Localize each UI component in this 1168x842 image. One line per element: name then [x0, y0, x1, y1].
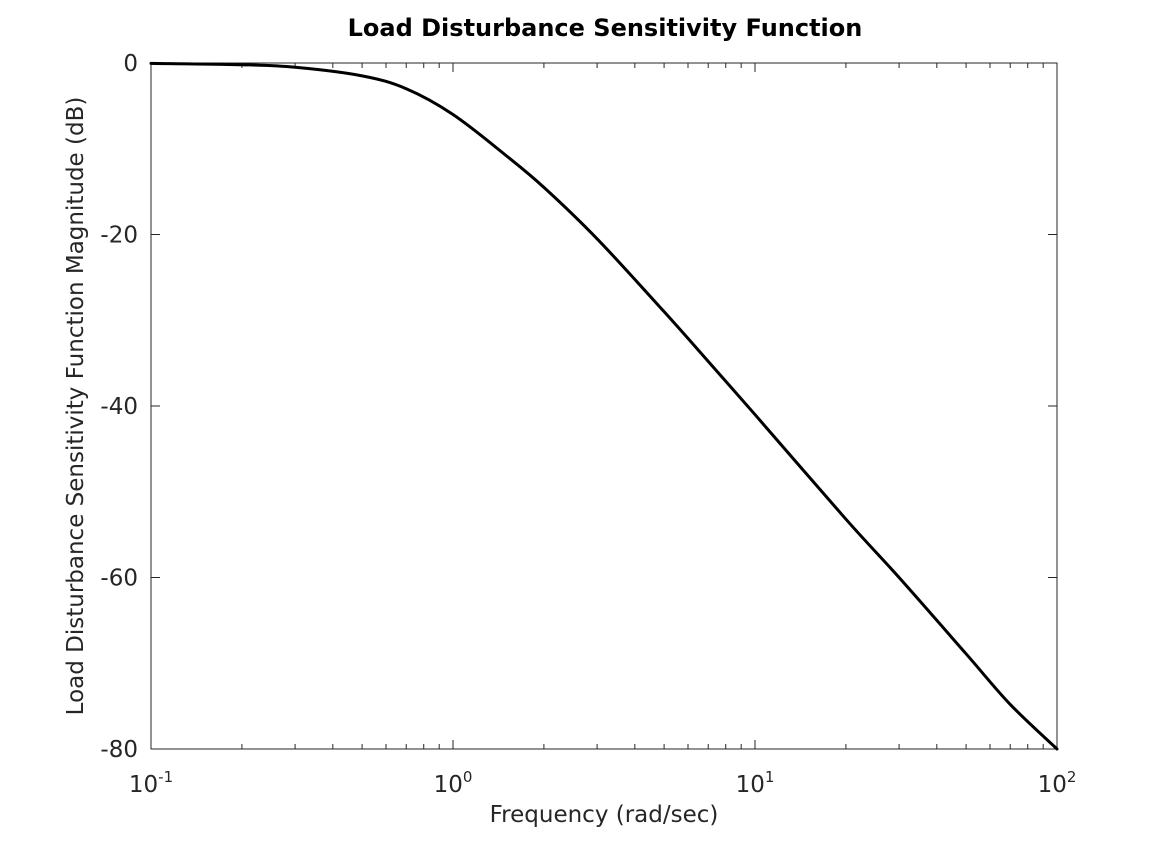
x-tick-label: 10-1	[129, 768, 173, 798]
x-tick-label: 102	[1038, 768, 1077, 798]
x-tick-label: 101	[736, 768, 775, 798]
y-axis-label: Load Disturbance Sensitivity Function Ma…	[63, 97, 89, 716]
x-tick-exponent: 1	[765, 768, 775, 786]
y-tick-label: -40	[100, 394, 138, 420]
x-tick-base: 10	[129, 772, 158, 798]
x-axis-label: Frequency (rad/sec)	[490, 802, 719, 828]
y-tick-label: 0	[123, 51, 138, 77]
x-tick-label: 100	[434, 768, 473, 798]
x-tick-exponent: 0	[463, 768, 473, 786]
x-tick-exponent: -1	[158, 768, 173, 786]
chart-title: Load Disturbance Sensitivity Function	[348, 14, 863, 42]
sensitivity-magnitude-line	[149, 61, 1059, 751]
plot-frame	[150, 62, 1058, 750]
y-tick-label: -80	[100, 737, 138, 763]
x-tick-base: 10	[1038, 772, 1067, 798]
y-tick-label: -60	[100, 566, 138, 592]
x-tick-base: 10	[736, 772, 765, 798]
axis-ticks	[150, 62, 1058, 750]
y-tick-label: -20	[100, 223, 138, 249]
x-tick-exponent: 2	[1067, 768, 1077, 786]
x-tick-labels: 10-1 100 101 102	[129, 768, 1077, 798]
x-tick-base: 10	[434, 772, 463, 798]
y-tick-labels: 0 -20 -40 -60 -80	[100, 51, 138, 763]
